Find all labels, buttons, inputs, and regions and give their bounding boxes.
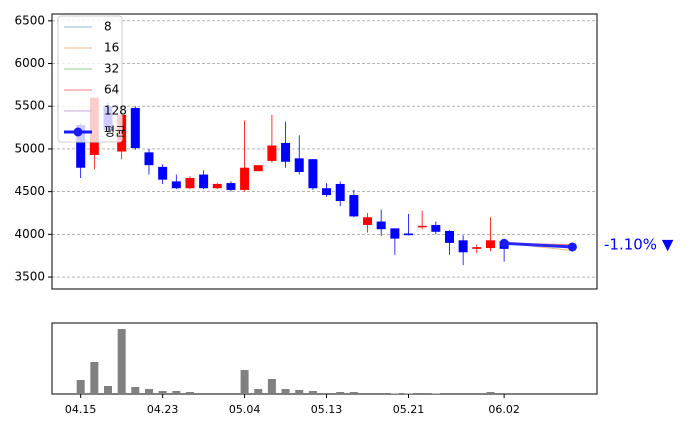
- candle-body: [376, 221, 386, 230]
- volume-bar: [322, 393, 331, 394]
- volume-bar: [254, 389, 263, 394]
- volume-bar: [281, 389, 290, 394]
- candle-body: [472, 247, 482, 249]
- candle-body: [485, 240, 495, 249]
- legend-label: 128: [104, 104, 127, 118]
- forecast-line: [504, 241, 573, 249]
- legend-label: 8: [104, 20, 112, 34]
- volume-bar: [131, 387, 140, 394]
- volume-bar: [363, 393, 372, 394]
- volume-bar: [472, 393, 481, 394]
- candle-body: [267, 145, 277, 161]
- y-tick-label: 5000: [14, 141, 45, 155]
- candle-body: [253, 165, 263, 172]
- price-frame: [51, 13, 598, 290]
- volume-bar: [295, 390, 304, 394]
- candle-body: [404, 233, 414, 236]
- candle-body: [212, 183, 222, 189]
- volume-bar: [308, 391, 317, 394]
- candle-body: [363, 217, 373, 225]
- y-tick-label: 4000: [14, 227, 45, 241]
- candle-body: [199, 174, 209, 189]
- x-tick-label: 05.21: [393, 403, 425, 416]
- candle-body: [417, 225, 427, 228]
- candle-body: [226, 183, 236, 190]
- volume-bar: [199, 393, 208, 394]
- volume-bar: [336, 392, 345, 394]
- legend-label: 16: [104, 41, 119, 55]
- volume-bar: [185, 392, 194, 394]
- volume-bar: [431, 393, 440, 394]
- volume-bar: [104, 386, 113, 394]
- legend-marker: [73, 127, 83, 137]
- x-tick-label: 04.23: [147, 403, 179, 416]
- volume-bar: [486, 392, 495, 394]
- candle-body: [444, 230, 454, 243]
- volume-bar: [76, 380, 85, 394]
- x-tick-label: 06.02: [488, 403, 520, 416]
- legend-label: 평균: [104, 125, 126, 139]
- y-tick-label: 5500: [14, 99, 45, 113]
- volume-bar: [390, 393, 399, 394]
- legend-label: 64: [104, 83, 119, 97]
- y-tick-label: 4500: [14, 184, 45, 198]
- volume-bar: [349, 392, 358, 394]
- candle-body: [130, 107, 140, 149]
- change-annotation: -1.10% ▼: [604, 235, 674, 253]
- volume-bar: [117, 329, 126, 394]
- volume-bar: [459, 393, 468, 394]
- candle-body: [158, 166, 168, 180]
- candle-body: [431, 224, 441, 232]
- x-tick-label: 04.15: [65, 403, 97, 416]
- candle-body: [322, 188, 332, 196]
- candle-body: [76, 125, 86, 168]
- candle-body: [390, 228, 400, 239]
- y-tick-label: 6500: [14, 13, 45, 27]
- candle-body: [144, 152, 154, 166]
- candle-body: [349, 195, 359, 217]
- volume-bar: [144, 389, 153, 394]
- volume-bar: [226, 393, 235, 394]
- candle-body: [458, 240, 468, 253]
- volume-bar: [377, 393, 386, 394]
- forecast-marker: [567, 242, 577, 252]
- volume-bar: [418, 393, 427, 394]
- candle-body: [294, 158, 304, 172]
- candle-body: [240, 167, 250, 190]
- candle-body: [185, 177, 195, 189]
- volume-bar: [172, 391, 181, 394]
- x-tick-label: 05.13: [311, 403, 343, 416]
- candle-body: [281, 142, 291, 162]
- volume-bar: [90, 362, 99, 394]
- legend-box: [57, 15, 123, 143]
- volume-bar: [445, 393, 454, 394]
- y-tick-label: 6000: [14, 56, 45, 70]
- volume-bar: [267, 379, 276, 394]
- candle-body: [171, 181, 181, 189]
- volume-bar: [404, 393, 413, 394]
- candle-body: [335, 183, 345, 202]
- volume-bar: [158, 391, 167, 394]
- forecast-marker: [499, 238, 509, 248]
- volume-bar: [213, 393, 222, 394]
- volume-bar: [240, 370, 249, 394]
- volume-frame: [51, 322, 598, 395]
- x-tick-label: 05.04: [229, 403, 261, 416]
- legend-label: 32: [104, 62, 119, 76]
- candle-body: [308, 159, 318, 189]
- y-tick-label: 3500: [14, 270, 45, 284]
